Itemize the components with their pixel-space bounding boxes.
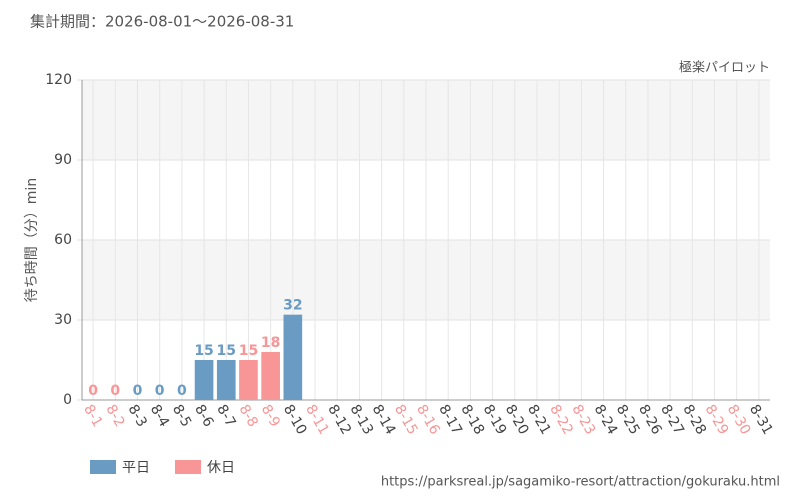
legend-swatch	[90, 460, 116, 474]
y-tick-label: 0	[63, 392, 72, 408]
bar	[261, 352, 280, 400]
value-label: 32	[283, 298, 302, 314]
x-tick-label: 8-8	[236, 402, 261, 430]
value-label: 15	[239, 343, 258, 359]
y-tick-label: 120	[45, 72, 72, 88]
bar	[194, 360, 214, 400]
legend-label: 休日	[207, 460, 235, 476]
value-label: 15	[217, 343, 236, 359]
x-tick-label: 8-5	[169, 402, 194, 430]
value-label: 0	[88, 383, 98, 399]
x-tick-label: 8-9	[258, 402, 283, 430]
bar	[239, 360, 258, 400]
x-tick-label: 8-1	[80, 402, 105, 430]
x-tick-label: 8-4	[147, 402, 172, 430]
y-tick-label: 90	[54, 152, 72, 168]
chart-subtitle: 極楽パイロット	[679, 60, 770, 76]
x-tick-label: 8-31	[746, 402, 776, 438]
value-label: 18	[261, 335, 280, 351]
source-url: https://parksreal.jp/sagamiko-resort/att…	[381, 475, 780, 490]
value-label: 15	[194, 343, 213, 359]
value-label: 0	[110, 383, 120, 399]
x-tick-label: 8-2	[102, 402, 127, 430]
x-tick-label: 8-3	[125, 402, 150, 430]
legend-label: 平日	[122, 460, 150, 476]
value-label: 0	[155, 383, 165, 399]
chart-title: 集計期間：2026-08-01～2026-08-31	[30, 13, 294, 31]
legend-swatch	[175, 460, 201, 474]
x-tick-label: 8-7	[213, 402, 238, 430]
bar	[216, 360, 236, 400]
y-tick-label: 60	[54, 232, 72, 248]
bar	[283, 314, 303, 400]
value-label: 0	[177, 383, 187, 399]
y-tick-label: 30	[54, 312, 72, 328]
y-axis-label: 待ち時間（分）min	[24, 178, 40, 302]
value-label: 0	[133, 383, 143, 399]
x-tick-label: 8-6	[191, 402, 216, 430]
